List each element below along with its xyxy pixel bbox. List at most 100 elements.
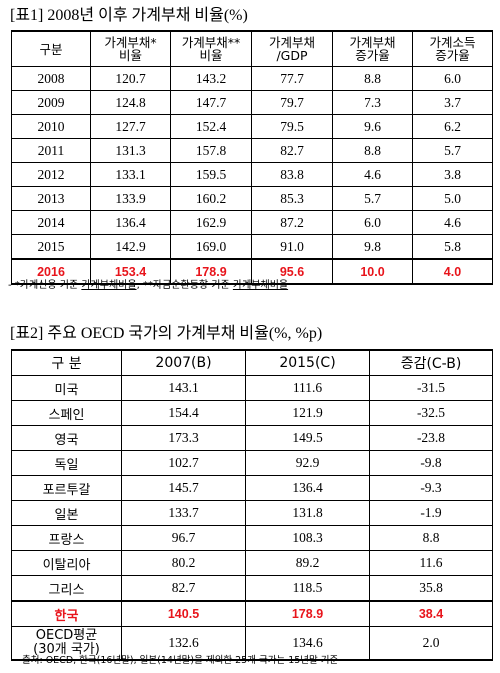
table1-cell: 127.7 <box>90 114 171 139</box>
table1-header-cell: 가계부채** 비율 <box>170 30 252 67</box>
oecd-household-debt-table: 구 분 2007(B) 2015(C) 증감(C-B) 미국 143.1 111.6 -31… <box>11 349 493 661</box>
table2-cell: 102.7 <box>121 450 246 476</box>
table2-average-row: OECD평균 (30개 국가) 132.6 134.6 2.0 <box>11 626 493 661</box>
table2-title: [표2] 주요 OECD 국가의 가계부채 비율(%, %p) <box>10 325 323 342</box>
table1-cell: 9.8 <box>332 234 413 260</box>
table1-cell: 8.8 <box>332 66 413 91</box>
table1-cell: 77.7 <box>251 66 333 91</box>
table1-cell: 2015 <box>11 234 91 260</box>
table2-cell: 92.9 <box>245 450 370 476</box>
table1-cell: 7.3 <box>332 90 413 115</box>
table2-cell: 프랑스 <box>11 525 122 551</box>
table1-cell: 5.0 <box>412 186 493 211</box>
table2-average-cell: 132.6 <box>121 626 246 661</box>
table2-cell: 173.3 <box>121 425 246 451</box>
table1-cell: 152.4 <box>170 114 252 139</box>
table1-cell: 124.8 <box>90 90 171 115</box>
table2-cell: 11.6 <box>369 550 493 576</box>
table2-cell: 149.5 <box>245 425 370 451</box>
table1-cell: 79.7 <box>251 90 333 115</box>
table1-cell: 4.6 <box>412 210 493 235</box>
table1-cell: 5.8 <box>412 234 493 260</box>
table2-cell: 80.2 <box>121 550 246 576</box>
table1-cell: 9.6 <box>332 114 413 139</box>
table1-cell: 162.9 <box>170 210 252 235</box>
table1-row: 2014 136.4 162.9 87.2 6.0 4.6 <box>11 210 493 235</box>
table2-highlight-cell: 38.4 <box>369 600 493 627</box>
table2-cell: 독일 <box>11 450 122 476</box>
table1-cell: 6.0 <box>412 66 493 91</box>
table2-row: 미국 143.1 111.6 -31.5 <box>11 375 493 401</box>
table2-cell: 118.5 <box>245 575 370 602</box>
table2-highlight-row: 한국 140.5 178.9 38.4 <box>11 600 493 627</box>
table1-cell: 157.8 <box>170 138 252 163</box>
table1-cell: 143.2 <box>170 66 252 91</box>
table1-cell: 133.1 <box>90 162 171 187</box>
table1-row: 2011 131.3 157.8 82.7 8.8 5.7 <box>11 138 493 163</box>
table1-cell: 160.2 <box>170 186 252 211</box>
table2-highlight-cell: 140.5 <box>121 600 246 627</box>
table2-cell: 35.8 <box>369 575 493 602</box>
table2-highlight-cell: 한국 <box>11 600 122 627</box>
table1-cell: 2011 <box>11 138 91 163</box>
table2-cell: 131.8 <box>245 500 370 526</box>
footnote-prefix: - *가계신용 기준 <box>8 280 82 291</box>
table1-cell: 2008 <box>11 66 91 91</box>
table2-cell: 154.4 <box>121 400 246 426</box>
table1-highlight-row: 2016 153.4 178.9 95.6 10.0 4.0 <box>11 258 493 285</box>
table1-cell: 85.3 <box>251 186 333 211</box>
table1-title: [표1] 2008년 이후 가계부채 비율(%) <box>10 7 248 24</box>
table1-cell: 87.2 <box>251 210 333 235</box>
table1-row: 2015 142.9 169.0 91.0 9.8 5.8 <box>11 234 493 260</box>
table2-header-row: 구 분 2007(B) 2015(C) 증감(C-B) <box>11 349 493 376</box>
table2-cell: 121.9 <box>245 400 370 426</box>
table2-header-cell: 2007(B) <box>121 349 246 376</box>
table2-cell: -1.9 <box>369 500 493 526</box>
table1-cell: 91.0 <box>251 234 333 260</box>
table1-cell: 2009 <box>11 90 91 115</box>
table2-cell: 133.7 <box>121 500 246 526</box>
table1-highlight-cell: 10.0 <box>332 258 413 285</box>
table2-cell: 8.8 <box>369 525 493 551</box>
table2-row: 독일 102.7 92.9 -9.8 <box>11 450 493 476</box>
table2-cell: 그리스 <box>11 575 122 602</box>
table1-row: 2013 133.9 160.2 85.3 5.7 5.0 <box>11 186 493 211</box>
table1-cell: 5.7 <box>332 186 413 211</box>
table1-cell: 120.7 <box>90 66 171 91</box>
table1-highlight-cell: 4.0 <box>412 258 493 285</box>
table1-cell: 3.7 <box>412 90 493 115</box>
table1-cell: 136.4 <box>90 210 171 235</box>
table1-cell: 2014 <box>11 210 91 235</box>
table1-cell: 6.2 <box>412 114 493 139</box>
table1-header-cell: 구분 <box>11 30 91 67</box>
table2-cell: 143.1 <box>121 375 246 401</box>
table1-cell: 169.0 <box>170 234 252 260</box>
table2-source-note: 출처: OECD, 한국(16년말), 일본(14년말)을 제외한 25개 국가… <box>22 655 339 666</box>
table1-header-cell: 가계부채/GDP <box>251 30 333 67</box>
table1-cell: 133.9 <box>90 186 171 211</box>
table1-cell: 2010 <box>11 114 91 139</box>
table2-row: 이탈리아 80.2 89.2 11.6 <box>11 550 493 576</box>
table2-average-cell: 2.0 <box>369 626 493 661</box>
table2-cell: 이탈리아 <box>11 550 122 576</box>
table1-cell: 147.7 <box>170 90 252 115</box>
table2-cell: 일본 <box>11 500 122 526</box>
table2-cell: -23.8 <box>369 425 493 451</box>
table1-row: 2009 124.8 147.7 79.7 7.3 3.7 <box>11 90 493 115</box>
table1-cell: 83.8 <box>251 162 333 187</box>
table2-cell: -32.5 <box>369 400 493 426</box>
table1-row: 2010 127.7 152.4 79.5 9.6 6.2 <box>11 114 493 139</box>
table2-cell: 영국 <box>11 425 122 451</box>
household-debt-ratio-table: 구분 가계부채* 비율 가계부채** 비율 가계부채/GDP 가계부채 증가율 가계소득 증가율 … <box>11 30 493 285</box>
table2-cell: 82.7 <box>121 575 246 602</box>
table1-highlight-cell: 95.6 <box>251 258 333 285</box>
table1-header-cell: 가계부채* 비율 <box>90 30 171 67</box>
table2-header-cell: 증감(C-B) <box>369 349 493 376</box>
table1-cell: 79.5 <box>251 114 333 139</box>
table1-header-cell: 가계소득 증가율 <box>412 30 493 67</box>
footnote-term-1: 가계부채비율 <box>81 280 137 291</box>
table2-cell: 89.2 <box>245 550 370 576</box>
table1-cell: 8.8 <box>332 138 413 163</box>
table2-cell: -9.8 <box>369 450 493 476</box>
table1-footnote: - *가계신용 기준 가계부채비율, **자금순환동향 기준 가계부채비율 <box>8 276 288 291</box>
